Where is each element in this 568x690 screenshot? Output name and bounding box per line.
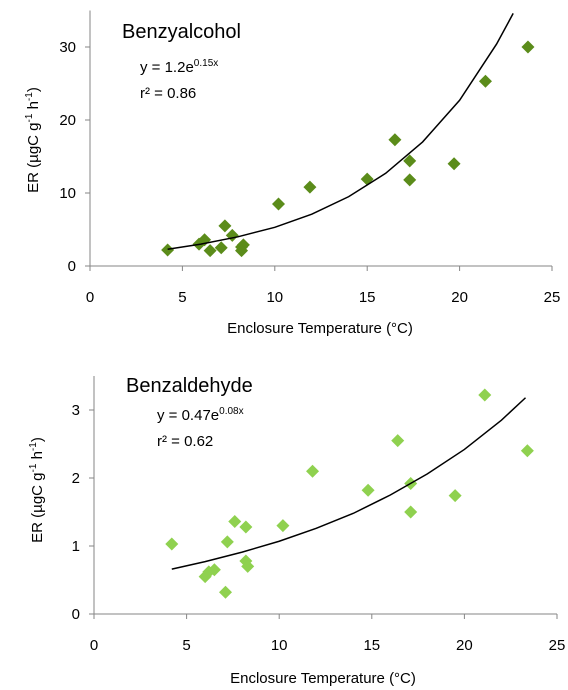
data-point: [228, 515, 242, 529]
data-point: [447, 157, 461, 171]
data-point: [271, 197, 285, 211]
x-axis-label: Enclosure Temperature (°C): [230, 670, 416, 687]
x-tick-label: 5: [182, 637, 190, 654]
data-point: [448, 489, 462, 503]
y-axis-label: ER (µgC g-1 h-1): [28, 437, 46, 543]
x-tick-label: 5: [178, 289, 186, 306]
y-tick-label: 30: [59, 39, 76, 56]
text-part: ): [25, 87, 42, 92]
x-axis-label: Enclosure Temperature (°C): [227, 320, 413, 337]
data-point: [225, 228, 239, 242]
r-squared: r² = 0.86: [140, 85, 196, 102]
data-point: [303, 180, 317, 194]
y-tick-label: 0: [72, 606, 80, 623]
x-tick-label: 20: [456, 637, 473, 654]
x-tick-label: 25: [544, 289, 561, 306]
data-point: [478, 388, 492, 402]
data-point: [404, 505, 418, 519]
x-tick-label: 10: [271, 637, 288, 654]
text-part: -1: [28, 442, 39, 451]
data-point: [520, 444, 534, 458]
data-point: [203, 244, 217, 258]
data-point: [391, 434, 405, 448]
text-part: -1: [24, 92, 35, 101]
text-part: h: [29, 451, 46, 464]
text-part: ): [29, 437, 46, 442]
data-point: [306, 464, 320, 478]
x-tick-label: 20: [451, 289, 468, 306]
trend-equation: y = 1.2e0.15x: [140, 58, 218, 76]
text-part: h: [25, 101, 42, 114]
trend-equation: y = 0.47e0.08x: [157, 406, 244, 424]
data-point: [478, 74, 492, 88]
x-tick-label: 15: [359, 289, 376, 306]
data-point: [165, 537, 179, 551]
text-part: y = 1.2e: [140, 59, 194, 76]
data-point: [214, 241, 228, 255]
text-part: -1: [28, 463, 39, 472]
data-point: [361, 483, 375, 497]
x-tick-label: 0: [90, 637, 98, 654]
y-tick-label: 10: [59, 185, 76, 202]
trendline: [171, 397, 527, 570]
data-point: [207, 563, 221, 577]
data-point: [403, 154, 417, 168]
data-point: [403, 173, 417, 187]
x-tick-label: 0: [86, 289, 94, 306]
x-tick-label: 15: [363, 637, 380, 654]
x-tick-label: 10: [266, 289, 283, 306]
data-point: [276, 519, 290, 533]
data-point: [220, 535, 234, 549]
text-part: 0.15x: [194, 58, 218, 69]
text-part: ER (µgC g: [25, 123, 42, 193]
data-point: [360, 172, 374, 186]
data-point: [235, 244, 249, 258]
r-squared: r² = 0.62: [157, 433, 213, 450]
data-point: [388, 133, 402, 147]
data-point: [161, 243, 175, 257]
text-part: 0.08x: [219, 406, 243, 417]
chart: 0 1 2 3 0 5 10 15 20 25 Benzaldehyde y = 0.47e0.08x…: [28, 375, 565, 687]
data-point: [241, 559, 255, 573]
data-point: [521, 40, 535, 54]
y-tick-label: 3: [72, 402, 80, 419]
text-part: ER (µgC g: [29, 473, 46, 543]
x-tick-label: 25: [549, 637, 566, 654]
data-point: [218, 219, 232, 233]
text-part: y = 0.47e: [157, 407, 219, 424]
y-tick-label: 20: [59, 112, 76, 129]
data-point: [239, 520, 253, 534]
y-tick-label: 2: [72, 470, 80, 487]
y-tick-label: 0: [68, 258, 76, 275]
y-axis-label: ER (µgC g-1 h-1): [24, 87, 42, 193]
data-point: [218, 585, 232, 599]
chart-title: Benzaldehyde: [126, 375, 253, 397]
text-part: -1: [24, 113, 35, 122]
trendline: [167, 13, 514, 250]
chart-title: Benzyalcohol: [122, 21, 241, 43]
chart: 0 10 20 30 0 5 10 15 20 25 Benzyalcohol y = 1.2e0.1…: [24, 10, 561, 337]
y-tick-label: 1: [72, 538, 80, 555]
